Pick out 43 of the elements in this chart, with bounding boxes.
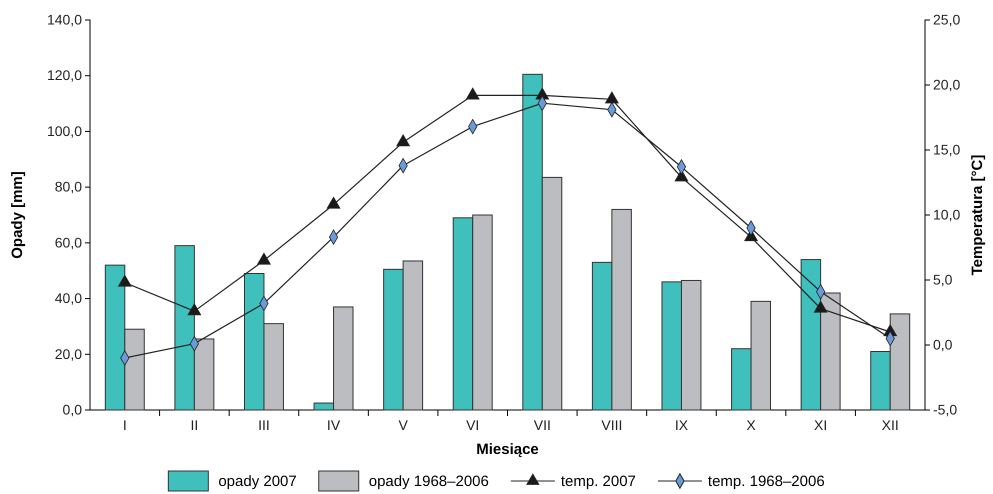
x-tick-label: VIII: [601, 416, 622, 433]
legend-label: opady 1968–2006: [368, 473, 489, 490]
x-tick-label: VII: [534, 416, 551, 433]
x-tick-label: XI: [814, 416, 828, 433]
y-tick-label: 0,0: [62, 401, 82, 418]
x-axis-title: Miesiące: [476, 441, 539, 458]
y-tick-label: 100,0: [46, 122, 82, 139]
x-tick-label: VI: [466, 416, 480, 433]
point: [118, 274, 132, 287]
x-tick-label: I: [122, 416, 127, 433]
x-tick-label: V: [398, 416, 408, 433]
y2-tick-label: 0,0: [933, 336, 953, 352]
y-tick-label: 120,0: [46, 67, 82, 84]
point: [605, 92, 619, 104]
point: [396, 134, 410, 146]
y-tick-label: 80,0: [54, 178, 82, 195]
x-tick-label: IV: [326, 416, 341, 433]
legend-label: temp. 2007: [560, 473, 636, 490]
y2-tick-label: 10,0: [933, 206, 960, 222]
point: [188, 303, 202, 316]
point: [257, 252, 271, 265]
legend-label: opady 2007: [218, 473, 297, 490]
x-tick-label: XII: [882, 416, 899, 433]
x-tick-label: III: [258, 416, 270, 433]
y-tick-label: 40,0: [54, 290, 82, 306]
point: [326, 196, 340, 209]
y2-tick-label: 5,0: [933, 271, 953, 288]
y-tick-label: 60,0: [54, 234, 82, 250]
y-tick-label: 140,0: [46, 11, 82, 28]
y2-axis-title: Temperatura [°C]: [969, 154, 986, 276]
y-axis-title: Opady [mm]: [9, 171, 26, 259]
point: [674, 170, 688, 182]
x-tick-label: X: [746, 416, 756, 433]
y2-tick-label: -5,0: [933, 401, 958, 418]
point: [814, 300, 828, 313]
x-tick-label: IX: [674, 416, 689, 433]
y2-tick-label: 15,0: [933, 141, 960, 158]
y-tick-label: 20,0: [54, 346, 82, 362]
x-tick-label: II: [190, 416, 198, 433]
point: [466, 88, 480, 100]
y2-tick-label: 25,0: [933, 11, 960, 28]
y2-tick-label: 20,0: [933, 76, 960, 92]
legend-label: temp. 1968–2006: [708, 473, 825, 490]
